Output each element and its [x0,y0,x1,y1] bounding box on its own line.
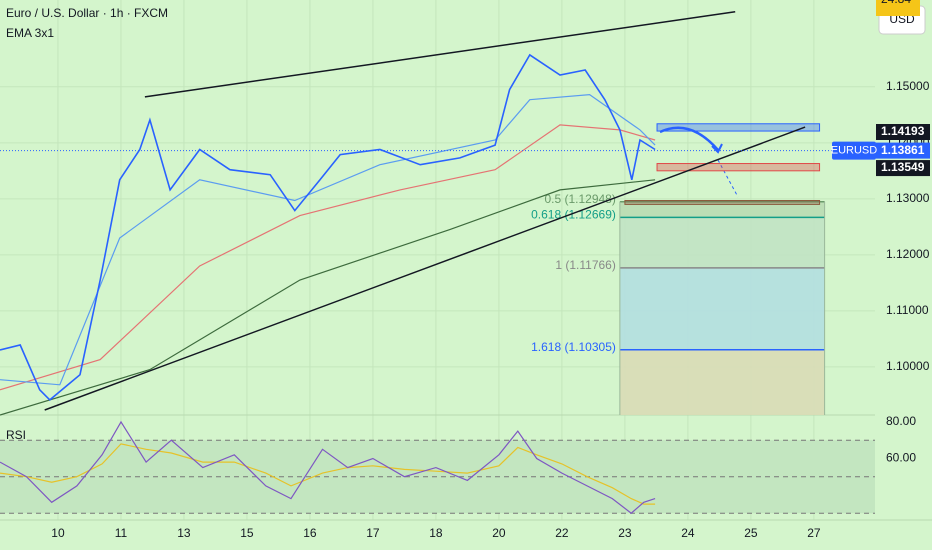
fib-zone [619,267,825,350]
x-tick-label: 16 [303,526,317,540]
price-line [0,53,656,401]
rsi-value-bg [876,0,920,16]
zone [624,199,821,205]
symbol-label: EURUSD [831,145,878,157]
x-tick-label: 10 [51,526,65,540]
price-label: 1.13549 [881,160,925,174]
price-label-bg [876,124,930,141]
price-label: 1.13861 [881,143,925,157]
fib-zone [619,349,825,415]
symbol-label-bg [832,141,876,160]
ema-line [0,93,656,386]
indicator-label: EMA 3x1 [6,26,54,40]
rsi-band [0,440,875,514]
trendline [144,11,736,98]
fib-zone [619,217,825,268]
x-tick-label: 22 [555,526,569,540]
y-tick-label: 1.10000 [886,359,930,373]
fib-label: 1.618 (1.10305) [531,340,616,354]
fib-zone [619,201,825,218]
rsi-line [0,420,656,514]
x-tick-label: 24 [681,526,695,540]
x-tick-label: 23 [618,526,632,540]
fib-label: 0.5 (1.12948) [544,192,615,206]
fib-label: 0.618 (1.12669) [531,208,616,222]
x-tick-label: 18 [429,526,443,540]
fib-label: 1 (1.11766) [555,258,616,272]
price-axis-bg [875,0,932,550]
zone [656,163,821,172]
y-tick-label: 1.15000 [886,79,930,93]
x-tick-label: 27 [807,526,821,540]
dotted-arrow [717,159,739,198]
ema-line [0,179,656,416]
x-tick-label: 11 [115,526,128,540]
zone [656,123,821,132]
y-tick-label: 1.12000 [886,247,930,261]
price-label-bg [876,142,930,159]
rsi-label: RSI [6,428,26,442]
price-label: 1.14193 [881,124,925,138]
trendline [44,126,806,411]
rsi-tick-label: 80.00 [886,414,916,428]
x-tick-label: 13 [177,526,191,540]
x-tick-label: 20 [492,526,506,540]
chart-title: Euro / U.S. Dollar · 1h · FXCM [6,6,168,20]
price-label-bg [876,160,930,177]
x-tick-label: 25 [744,526,758,540]
projection-arrow [659,126,719,151]
ema-line [0,124,656,391]
x-tick-label: 17 [366,526,380,540]
arrow-head [711,143,723,154]
rsi-value-label: 24.84 [881,0,911,6]
y-tick-label: 1.13000 [886,191,930,205]
rsi-tick-label: 60.00 [886,451,916,465]
x-tick-label: 15 [240,526,254,540]
y-tick-label: 1.11000 [886,303,929,317]
